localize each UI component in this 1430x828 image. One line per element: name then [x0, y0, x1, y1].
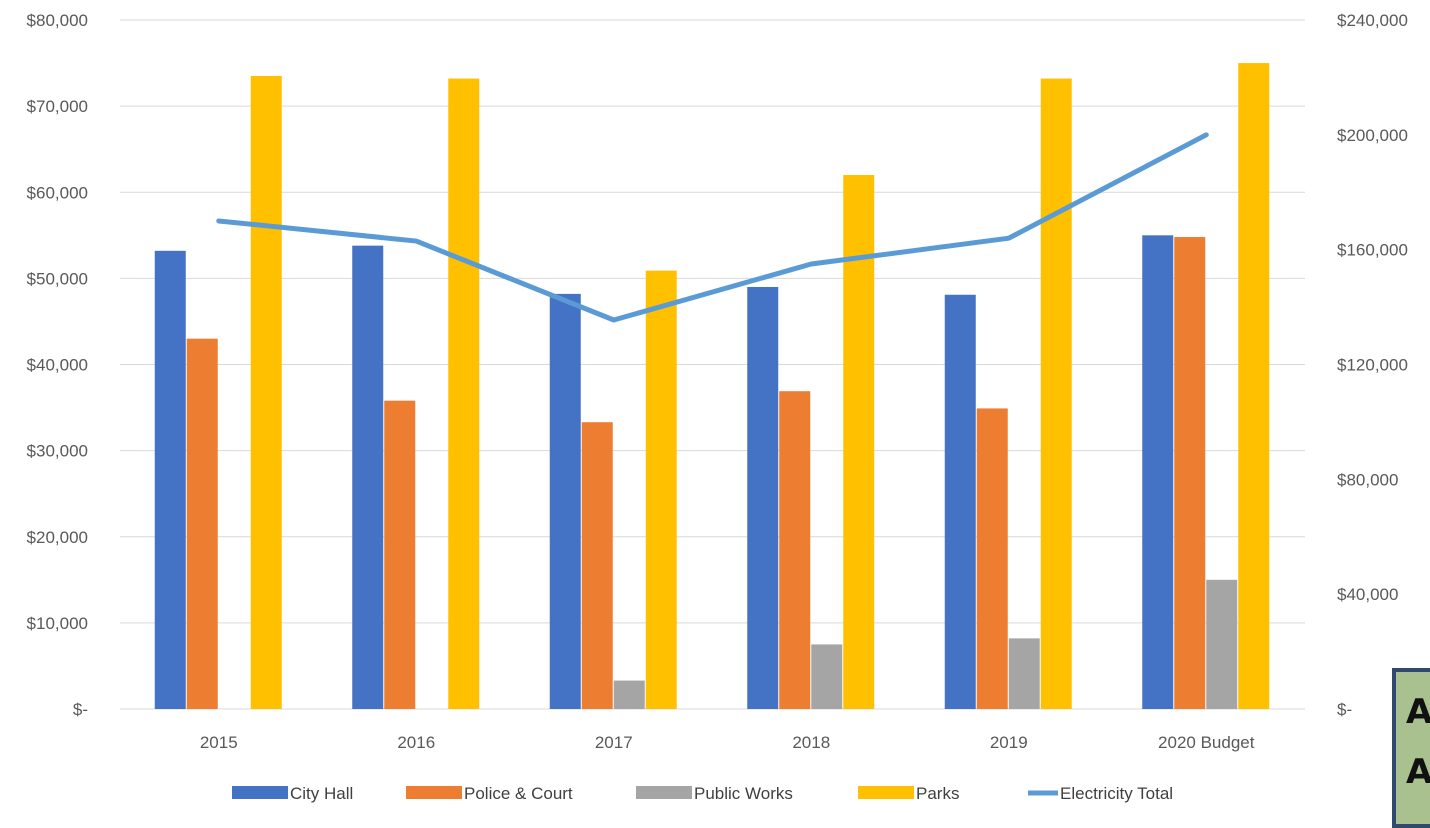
- y-tick-label: $-: [73, 700, 88, 719]
- bar: [976, 408, 1008, 709]
- bar: [1040, 78, 1072, 709]
- combo-chart: $- $10,000 $20,000 $30,000 $40,000 $50,000 $60…: [27, 11, 1408, 803]
- y2-tick-label: $80,000: [1337, 470, 1398, 489]
- bar: [613, 680, 645, 709]
- x-tick-label: 2015: [200, 733, 238, 752]
- y-tick-label: $10,000: [27, 614, 88, 633]
- y-tick-label: $50,000: [27, 269, 88, 288]
- legend-label: Electricity Total: [1060, 784, 1173, 803]
- x-tick-label: 2020 Budget: [1158, 733, 1255, 752]
- legend-label: City Hall: [290, 784, 353, 803]
- y-tick-label: $30,000: [27, 442, 88, 461]
- legend-swatch: [858, 786, 914, 799]
- overlay-letter-1: A: [1406, 692, 1430, 732]
- legend-label: Public Works: [694, 784, 793, 803]
- bar: [154, 250, 186, 709]
- y2-tick-label: $-: [1337, 700, 1352, 719]
- bar: [1206, 579, 1238, 709]
- legend-swatch: [406, 786, 462, 799]
- x-tick-label: 2019: [990, 733, 1028, 752]
- y2-tick-label: $200,000: [1337, 126, 1408, 145]
- y2-tick-label: $120,000: [1337, 356, 1408, 375]
- bar: [843, 175, 875, 709]
- bar: [1142, 235, 1174, 709]
- bar: [1238, 63, 1270, 709]
- bar: [186, 338, 218, 709]
- y-tick-label: $20,000: [27, 528, 88, 547]
- legend-swatch: [232, 786, 288, 799]
- bar: [581, 422, 613, 709]
- line-series: [216, 132, 1209, 323]
- bar: [1008, 638, 1040, 709]
- bar: [352, 245, 384, 709]
- left-axis-ticks: $- $10,000 $20,000 $30,000 $40,000 $50,000 $60…: [27, 11, 88, 719]
- y-tick-label: $40,000: [27, 356, 88, 375]
- y-tick-label: $80,000: [27, 11, 88, 30]
- y2-tick-label: $40,000: [1337, 585, 1398, 604]
- gridlines: [120, 19, 1305, 710]
- bar-series: [154, 63, 1270, 709]
- right-axis-ticks: $- $40,000 $80,000 $120,000 $160,000 $200,000…: [1337, 11, 1408, 719]
- bar: [811, 644, 843, 709]
- x-tick-label: 2016: [397, 733, 435, 752]
- bar: [944, 294, 976, 709]
- x-tick-label: 2018: [792, 733, 830, 752]
- legend-label: Police & Court: [464, 784, 573, 803]
- category-axis-ticks: 2015 2016 2017 2018 2019 2020 Budget: [200, 733, 1255, 752]
- legend-swatch: [636, 786, 692, 799]
- bar: [384, 400, 416, 709]
- legend: City Hall Police & Court Public Works Parks…: [232, 784, 1173, 803]
- bar: [779, 391, 811, 709]
- bar: [250, 75, 282, 709]
- bar: [645, 270, 677, 709]
- bar: [549, 293, 581, 709]
- overlay-letter-2: A: [1406, 752, 1430, 792]
- bar: [747, 286, 779, 709]
- bar: [1174, 237, 1206, 709]
- line-electricity-total: [216, 132, 1209, 323]
- y2-tick-label: $160,000: [1337, 241, 1408, 260]
- legend-label: Parks: [916, 784, 959, 803]
- y-tick-label: $70,000: [27, 97, 88, 116]
- y2-tick-label: $240,000: [1337, 11, 1408, 30]
- x-tick-label: 2017: [595, 733, 633, 752]
- bar: [448, 78, 480, 709]
- partial-overlay-box: A A: [1392, 668, 1430, 828]
- y-tick-label: $60,000: [27, 183, 88, 202]
